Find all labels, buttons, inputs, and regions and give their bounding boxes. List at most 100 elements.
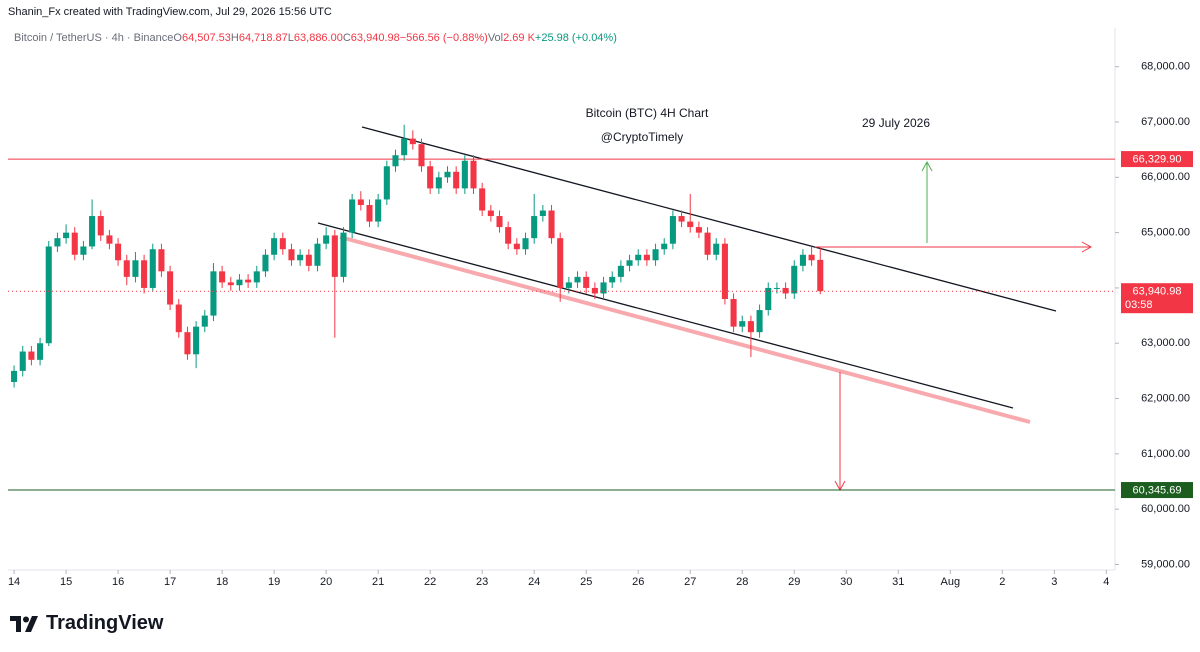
x-tick-label: 23 — [476, 576, 488, 588]
y-tick-label: 68,000.00 — [1141, 61, 1190, 73]
candle-body — [505, 227, 512, 244]
candle-body — [713, 243, 720, 255]
candle-body — [63, 232, 70, 239]
candle-body — [487, 210, 494, 217]
x-tick-label: 18 — [216, 576, 228, 588]
candle-body — [349, 199, 356, 233]
candle-body — [817, 259, 824, 292]
chart: Bitcoin (BTC) 4H Chart @CryptoTimely 29 … — [8, 28, 1193, 588]
candle-body — [71, 232, 78, 255]
candle-body — [747, 321, 754, 333]
candle-body — [591, 287, 598, 294]
candle-body — [626, 260, 633, 266]
arrow-head — [921, 160, 933, 172]
candle-body — [141, 260, 148, 288]
candle-body — [617, 265, 624, 277]
candle-body — [782, 287, 789, 294]
candle-body — [89, 216, 96, 247]
y-tick-label: 67,000.00 — [1141, 116, 1190, 128]
candle-body — [799, 254, 806, 266]
candle-body — [167, 271, 174, 305]
legend-value: 64,718.87 — [238, 32, 288, 44]
legend-key: Vol — [487, 32, 504, 44]
level-label-box — [1121, 482, 1193, 499]
x-tick-label: 15 — [60, 576, 72, 588]
legend-value: 63,886.00 — [293, 32, 343, 44]
candle-body — [383, 166, 390, 200]
candle-body — [123, 260, 130, 277]
arrow-head — [1081, 241, 1093, 253]
support-line — [339, 235, 1031, 424]
candle-body — [730, 299, 737, 327]
candle-body — [773, 287, 780, 289]
candle-body — [210, 271, 217, 316]
candle-body — [565, 282, 572, 288]
candle-body — [158, 249, 165, 272]
candle-body — [193, 326, 200, 355]
candle-body — [539, 210, 546, 217]
candle-body — [791, 265, 798, 294]
candle-body — [175, 304, 182, 333]
candle-body — [687, 221, 694, 228]
candle-body — [115, 243, 122, 261]
brand: TradingView — [10, 612, 163, 635]
level-label-box — [1121, 151, 1193, 168]
attribution: Shanin_Fx created with TradingView.com, … — [8, 6, 332, 18]
candle-body — [765, 287, 772, 311]
x-tick-label: 17 — [164, 576, 176, 588]
candle-body — [409, 138, 416, 145]
channel-upper — [361, 126, 1057, 312]
candle-body — [453, 171, 460, 189]
brand-logo — [10, 615, 38, 632]
candle-body — [132, 260, 139, 277]
x-tick-label: 20 — [320, 576, 332, 588]
candle-body — [253, 271, 260, 283]
candle-body — [522, 238, 529, 250]
candle-body — [661, 243, 668, 250]
candle-body — [305, 254, 312, 266]
candle-body — [227, 282, 234, 286]
level-label: 66,329.90 — [1133, 153, 1182, 165]
candle-body — [418, 144, 425, 167]
x-tick-label: 26 — [632, 576, 644, 588]
legend-value: 64,507.53 — [181, 32, 231, 44]
date-note: 29 July 2026 — [862, 116, 930, 130]
x-tick-label: 4 — [1103, 576, 1109, 588]
candle-body — [184, 332, 191, 355]
chart-subtitle: @CryptoTimely — [601, 130, 683, 144]
y-tick-label: 61,000.00 — [1141, 448, 1190, 460]
candle-body — [435, 177, 442, 189]
candle-body — [635, 254, 642, 261]
candle-body — [695, 227, 702, 233]
x-tick-label: 29 — [788, 576, 800, 588]
candle-body — [574, 276, 581, 283]
y-tick-label: 66,000.00 — [1141, 171, 1190, 183]
candle-body — [479, 188, 486, 211]
candle-body — [461, 160, 468, 189]
y-tick-label: 63,000.00 — [1141, 337, 1190, 349]
candle-body — [652, 249, 659, 261]
candle-body — [357, 199, 364, 205]
candle-body — [721, 243, 728, 299]
candle-body — [314, 243, 321, 266]
candle-body — [149, 249, 156, 288]
channel-lower — [317, 222, 1014, 409]
candle-body — [279, 238, 286, 250]
legend-key: L — [287, 32, 294, 44]
legend-value: 2.69 K — [503, 32, 535, 44]
candle-body — [704, 232, 711, 255]
countdown: 03:58 — [1125, 299, 1153, 311]
candle-body — [401, 138, 408, 156]
candle-body — [427, 166, 434, 189]
x-tick-label: 14 — [8, 576, 20, 588]
candle-body — [392, 155, 399, 167]
candle-body — [262, 254, 269, 272]
legend-key: O — [173, 32, 182, 44]
candle-body — [45, 246, 52, 344]
brand-name: TradingView — [46, 612, 164, 634]
candle-body — [245, 279, 252, 283]
candle-body — [11, 370, 18, 382]
candle-body — [297, 254, 304, 261]
x-tick-label: 24 — [528, 576, 540, 588]
